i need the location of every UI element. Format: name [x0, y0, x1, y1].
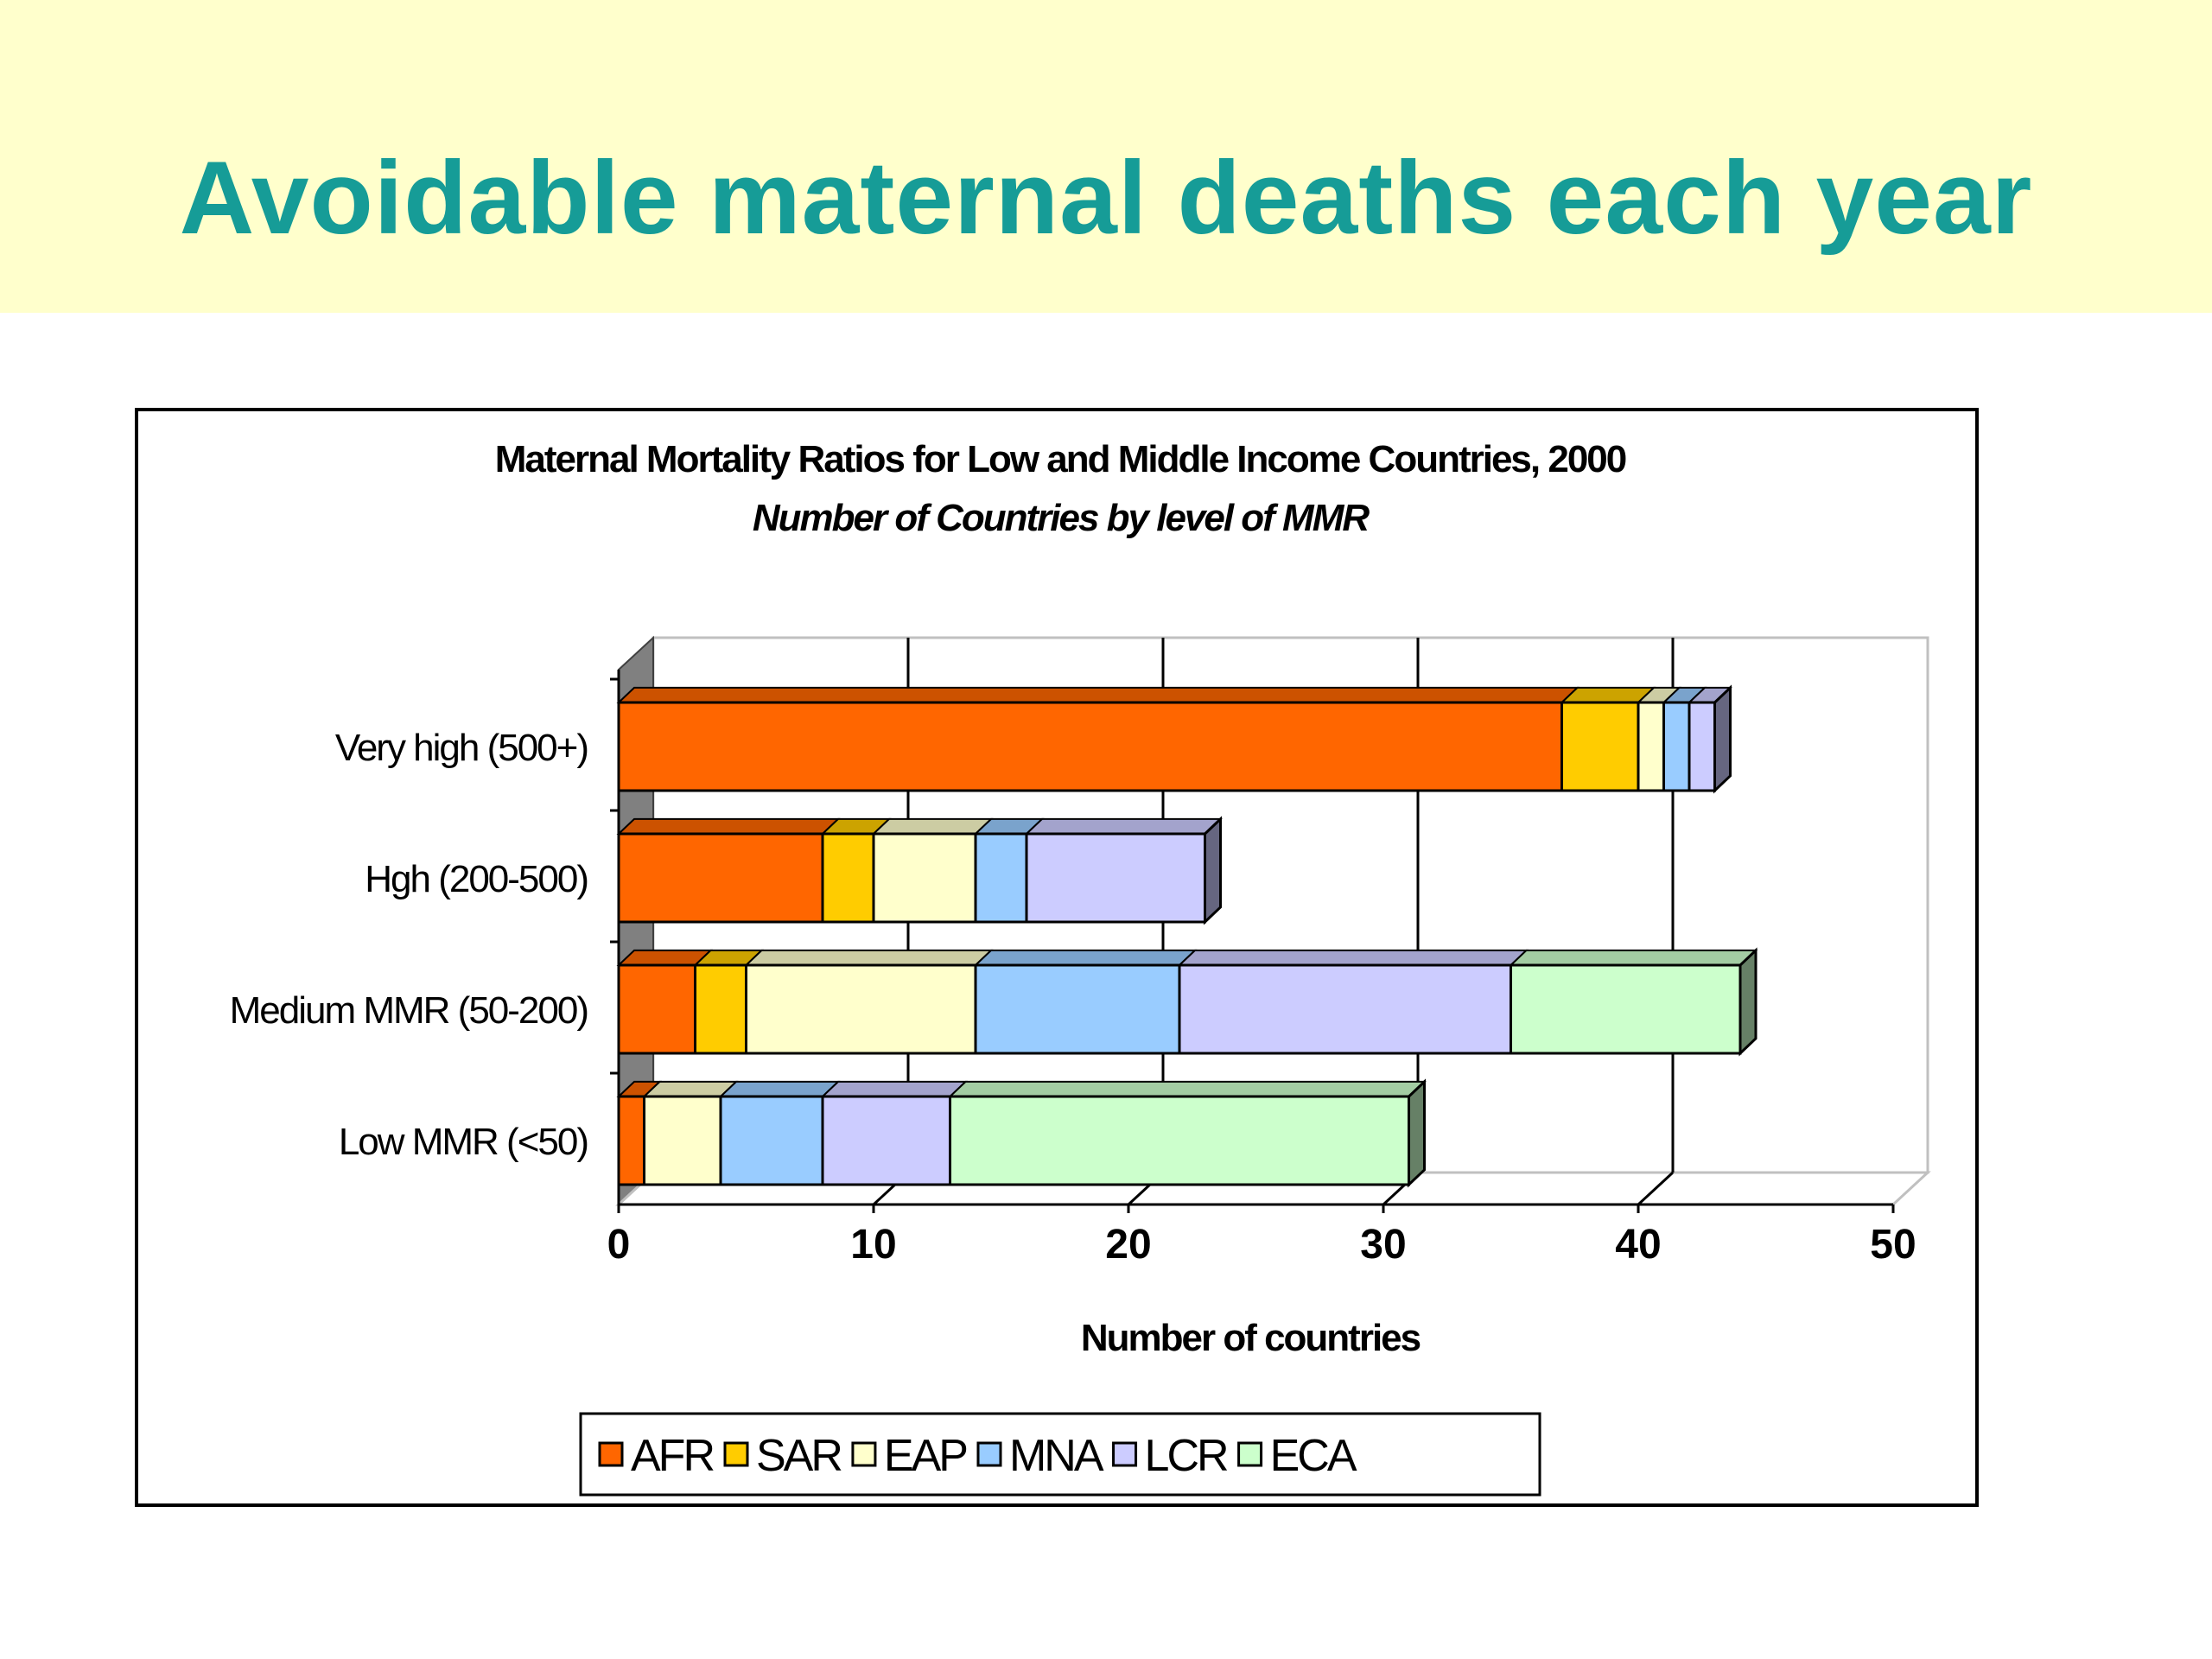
x-tick-label: 30 [1360, 1222, 1406, 1268]
bar-end-face [1408, 1078, 1426, 1188]
bar-top-face [973, 949, 1198, 966]
x-axis-label: Number of countries [1081, 1317, 1421, 1359]
bar-eap [745, 963, 977, 1055]
x-tick-label: 50 [1870, 1222, 1916, 1268]
legend-swatch-sar [723, 1441, 749, 1467]
x-tick-label: 10 [850, 1222, 896, 1268]
y-category-label: Very high (500+) [335, 727, 588, 769]
title-banner [0, 0, 2212, 313]
legend-swatch-eca [1237, 1441, 1263, 1467]
y-category-label: Hgh (200-500) [365, 858, 588, 900]
bar-eca [1510, 963, 1742, 1055]
bar-top-face [616, 686, 1580, 703]
chart-title: Maternal Mortality Ratios for Low and Mi… [495, 438, 1626, 480]
bar-lcr [821, 1095, 951, 1186]
bar-top-face [871, 817, 994, 835]
chart: Maternal Mortality Ratios for Low and Mi… [230, 438, 1931, 1497]
bar-afr [617, 963, 696, 1055]
bar-end-face [1204, 816, 1222, 925]
gridline [1637, 1171, 1675, 1206]
bar-mna [719, 1095, 824, 1186]
bar-afr [617, 832, 824, 924]
chart-subtitle: Number of Countries by level of MMR [753, 497, 1370, 539]
legend-label-eca: ECA [1270, 1431, 1357, 1481]
y-category-label: Medium MMR (50-200) [230, 989, 588, 1032]
legend: AFR SAR EAP MNA LCR ECA [579, 1412, 1541, 1497]
bar-sar [1560, 701, 1640, 792]
bar-top-face [1508, 949, 1758, 966]
bar-eap [1637, 701, 1665, 792]
bar-lcr [1025, 832, 1206, 924]
legend-label-afr: AFR [631, 1431, 714, 1481]
bar-afr [617, 701, 1563, 792]
legend-label-eap: EAP [884, 1431, 966, 1481]
bar-sar [694, 963, 747, 1055]
bar-top-face [820, 1080, 969, 1097]
legend-swatch-eap [851, 1441, 877, 1467]
bar-mna [1662, 701, 1691, 792]
bar-eca [949, 1095, 1410, 1186]
chart-frame: Maternal Mortality Ratios for Low and Mi… [135, 408, 1979, 1507]
bar-top-face [1024, 817, 1224, 835]
bar-top-face [947, 1080, 1427, 1097]
bar-top-face [616, 817, 841, 835]
x-tick-label: 0 [607, 1222, 631, 1268]
y-category-label: Low MMR (<50) [339, 1121, 588, 1163]
legend-label-lcr: LCR [1145, 1431, 1228, 1481]
bar-mna [974, 832, 1028, 924]
bar-mna [974, 963, 1181, 1055]
x-tick-label: 40 [1615, 1222, 1661, 1268]
legend-swatch-afr [598, 1441, 624, 1467]
bar-afr [617, 1095, 645, 1186]
bar-end-face [1738, 947, 1758, 1057]
legend-label-mna: MNA [1009, 1431, 1104, 1481]
bar-lcr [1178, 963, 1512, 1055]
bar-top-face [1177, 949, 1529, 966]
legend-swatch-mna [976, 1441, 1002, 1467]
bar-end-face [1713, 684, 1732, 794]
bar-top-face [718, 1080, 841, 1097]
bar-eap [643, 1095, 722, 1186]
plot-area: 0 10 20 30 40 50 Very high (500+) Hgh (200-500)… [230, 635, 1931, 1268]
bar-lcr [1688, 701, 1716, 792]
legend-label-sar: SAR [756, 1431, 842, 1481]
bar-top-face [743, 949, 994, 966]
bar-sar [821, 832, 875, 924]
legend-swatch-lcr [1112, 1441, 1138, 1467]
slide-title: Avoidable maternal deaths each year [179, 140, 2033, 256]
bar-eap [872, 832, 977, 924]
x-tick-label: 20 [1105, 1222, 1151, 1268]
